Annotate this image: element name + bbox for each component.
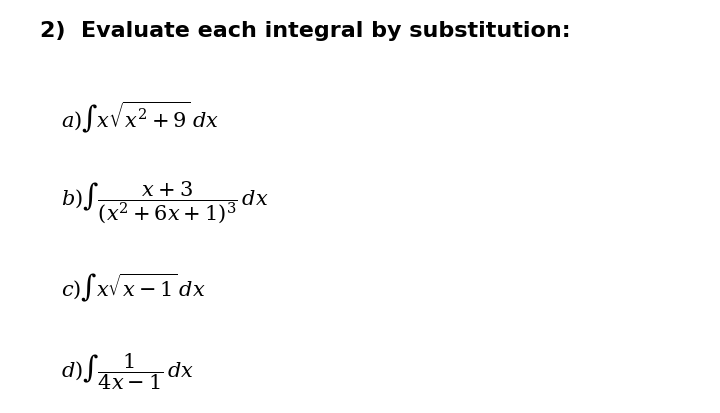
Text: $a)\int x\sqrt{x^2+9}\,dx$: $a)\int x\sqrt{x^2+9}\,dx$ bbox=[61, 99, 219, 135]
Text: $d)\int \dfrac{1}{4x-1}\,dx$: $d)\int \dfrac{1}{4x-1}\,dx$ bbox=[61, 351, 194, 392]
Text: $b)\int \dfrac{x+3}{(x^2+6x+1)^3}\,dx$: $b)\int \dfrac{x+3}{(x^2+6x+1)^3}\,dx$ bbox=[61, 180, 269, 225]
Text: 2)  Evaluate each integral by substitution:: 2) Evaluate each integral by substitutio… bbox=[40, 21, 570, 40]
Text: $c)\int x\sqrt{x-1}\,dx$: $c)\int x\sqrt{x-1}\,dx$ bbox=[61, 271, 206, 303]
